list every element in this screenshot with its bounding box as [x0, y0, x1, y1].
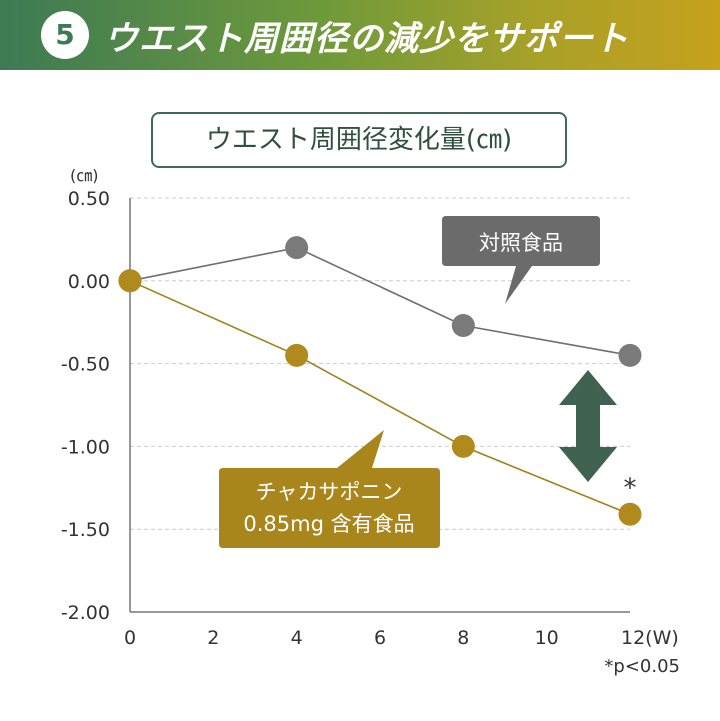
data-point: [118, 269, 142, 293]
banner-title: ウエスト周囲径の減少をサポート: [104, 19, 629, 59]
y-tick-label: -0.50: [61, 354, 110, 376]
x-tick-label: 4: [291, 627, 303, 649]
control-callout: [442, 216, 600, 304]
data-point: [451, 314, 475, 338]
test-callout: [219, 430, 440, 548]
footnote: *p<0.05: [604, 656, 680, 677]
y-unit-label: (㎝): [70, 166, 99, 185]
header-banner: 5 ウエスト周囲径の減少をサポート: [0, 0, 720, 70]
section-number-badge: 5: [41, 11, 89, 59]
data-point: [285, 236, 309, 260]
x-tick-label: 10: [535, 627, 559, 649]
y-tick-label: 0.50: [68, 188, 110, 210]
series-line-1: [129, 280, 631, 516]
y-tick-label: -1.50: [61, 519, 110, 541]
data-point: [285, 343, 309, 367]
series-line-0: [129, 246, 631, 357]
y-tick-label: -2.00: [61, 602, 110, 624]
data-point: [618, 502, 642, 526]
test-callout-line2: 0.85mg 含有食品: [243, 512, 414, 536]
y-tick-label: 0.00: [68, 271, 110, 293]
chart-title: ウエスト周囲径変化量(㎝): [151, 112, 567, 168]
x-tick-label: 0: [124, 627, 136, 649]
difference-arrow-icon: [559, 370, 617, 482]
control-callout-label: 対照食品: [479, 231, 563, 255]
y-tick-label: -1.00: [61, 436, 110, 458]
significance-asterisk: *: [624, 473, 637, 503]
x-tick-label: 12(W): [621, 627, 679, 649]
x-tick-label: 8: [457, 627, 469, 649]
x-tick-label: 2: [207, 627, 219, 649]
data-point: [618, 343, 642, 367]
data-point: [451, 434, 475, 458]
test-callout-line1: チャカサポニン: [256, 480, 403, 504]
x-tick-label: 6: [374, 627, 386, 649]
